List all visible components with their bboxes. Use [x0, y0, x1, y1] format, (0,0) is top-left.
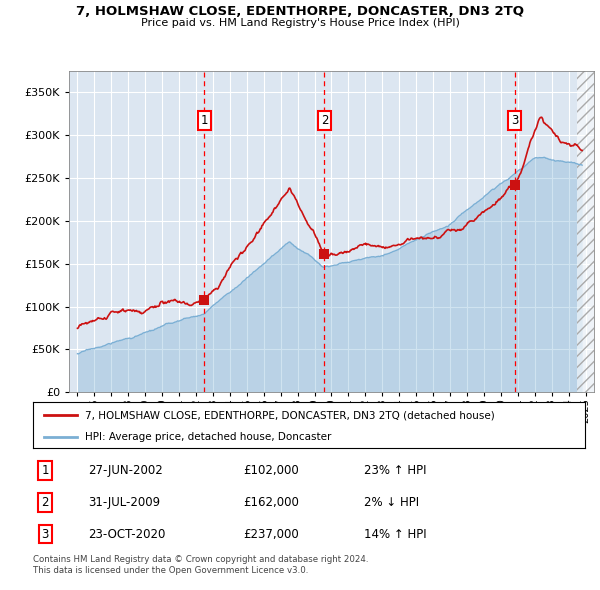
- Text: 2: 2: [41, 496, 49, 509]
- Text: 7, HOLMSHAW CLOSE, EDENTHORPE, DONCASTER, DN3 2TQ (detached house): 7, HOLMSHAW CLOSE, EDENTHORPE, DONCASTER…: [85, 410, 495, 420]
- Text: £162,000: £162,000: [243, 496, 299, 509]
- Text: HPI: Average price, detached house, Doncaster: HPI: Average price, detached house, Donc…: [85, 432, 332, 442]
- Text: 23% ↑ HPI: 23% ↑ HPI: [364, 464, 427, 477]
- Text: This data is licensed under the Open Government Licence v3.0.: This data is licensed under the Open Gov…: [33, 566, 308, 575]
- Text: Price paid vs. HM Land Registry's House Price Index (HPI): Price paid vs. HM Land Registry's House …: [140, 18, 460, 28]
- Text: 3: 3: [41, 527, 49, 540]
- Text: 23-OCT-2020: 23-OCT-2020: [88, 527, 166, 540]
- Bar: [577, 71, 594, 392]
- Bar: [577, 71, 594, 392]
- Text: £237,000: £237,000: [243, 527, 299, 540]
- Text: 1: 1: [200, 114, 208, 127]
- Text: 27-JUN-2002: 27-JUN-2002: [88, 464, 163, 477]
- Text: Contains HM Land Registry data © Crown copyright and database right 2024.: Contains HM Land Registry data © Crown c…: [33, 555, 368, 563]
- Text: 31-JUL-2009: 31-JUL-2009: [88, 496, 160, 509]
- Text: 3: 3: [511, 114, 518, 127]
- Text: 1: 1: [41, 464, 49, 477]
- Text: 2% ↓ HPI: 2% ↓ HPI: [364, 496, 419, 509]
- Text: £102,000: £102,000: [243, 464, 299, 477]
- Text: 14% ↑ HPI: 14% ↑ HPI: [364, 527, 427, 540]
- Text: 2: 2: [320, 114, 328, 127]
- Text: 7, HOLMSHAW CLOSE, EDENTHORPE, DONCASTER, DN3 2TQ: 7, HOLMSHAW CLOSE, EDENTHORPE, DONCASTER…: [76, 5, 524, 18]
